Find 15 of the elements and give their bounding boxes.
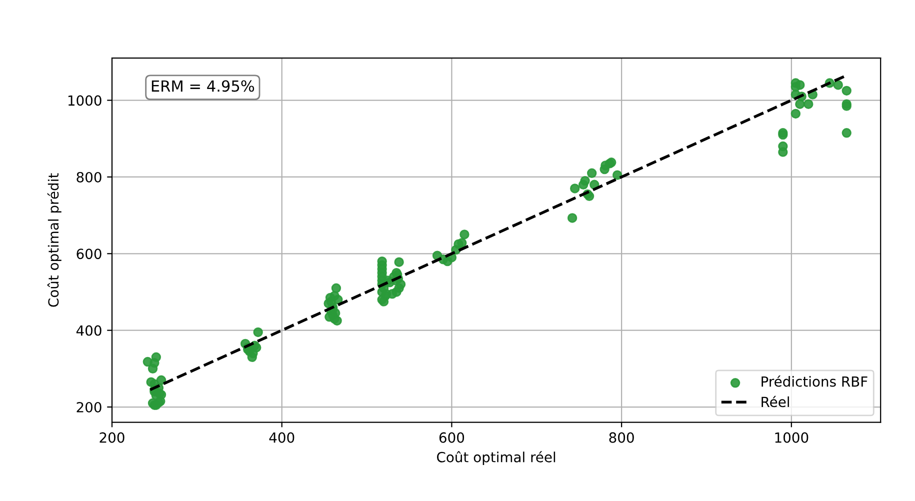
y-tick-label: 800 — [76, 172, 102, 182]
y-axis-title: Coût optimal prédit — [47, 173, 62, 307]
x-tick-label: 200 — [100, 432, 124, 443]
x-tick-label: 400 — [269, 432, 294, 443]
x-tick-label: 800 — [609, 432, 634, 443]
legend-label: Prédictions RBF — [762, 375, 868, 387]
x-tick-label: 1000 — [775, 432, 808, 443]
legend-label: Réel — [762, 396, 789, 408]
y-tick-label: 200 — [76, 402, 102, 412]
y-tick-label: 600 — [76, 248, 102, 260]
y-tick-label: 1000 — [68, 95, 102, 106]
x-tick-label: 600 — [439, 432, 464, 443]
annotation: ERM = 4.95% — [152, 80, 254, 92]
x-axis-title: Coût optimal réel — [437, 451, 556, 466]
y-tick-label: 400 — [76, 325, 102, 336]
